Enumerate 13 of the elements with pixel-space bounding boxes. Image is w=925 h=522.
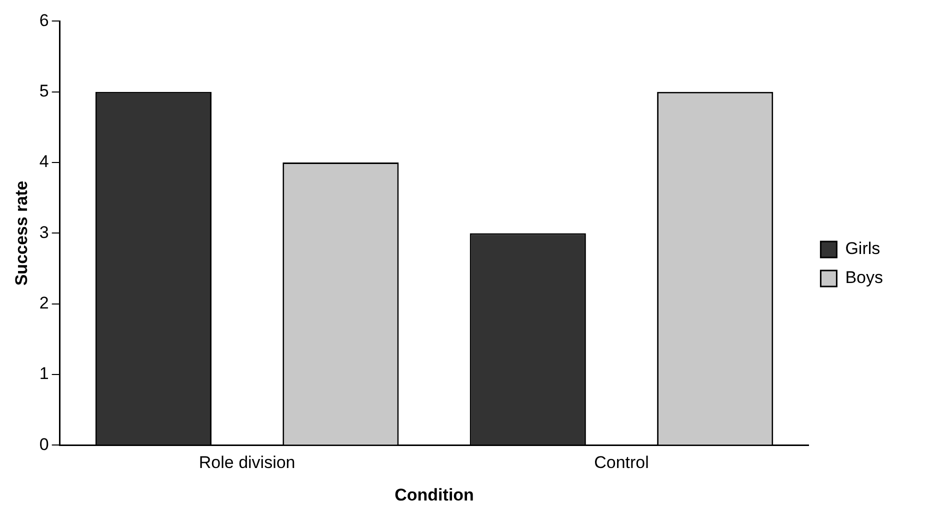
y-tick-label: 1 xyxy=(39,364,49,384)
x-axis-title: Condition xyxy=(394,485,474,504)
y-tick-label: 5 xyxy=(39,82,49,101)
legend-label: Boys xyxy=(845,268,884,288)
y-tick-label: 0 xyxy=(39,434,49,454)
y-tick-label: 2 xyxy=(39,294,49,313)
y-tick-label: 3 xyxy=(39,222,49,242)
x-tick-label: Control xyxy=(594,453,649,472)
legend-label: Girls xyxy=(845,239,880,258)
y-tick-label: 4 xyxy=(39,152,49,172)
y-tick-label: 6 xyxy=(39,10,49,30)
y-axis-title: Success rate xyxy=(12,180,31,286)
x-tick-label: Role division xyxy=(198,453,296,472)
